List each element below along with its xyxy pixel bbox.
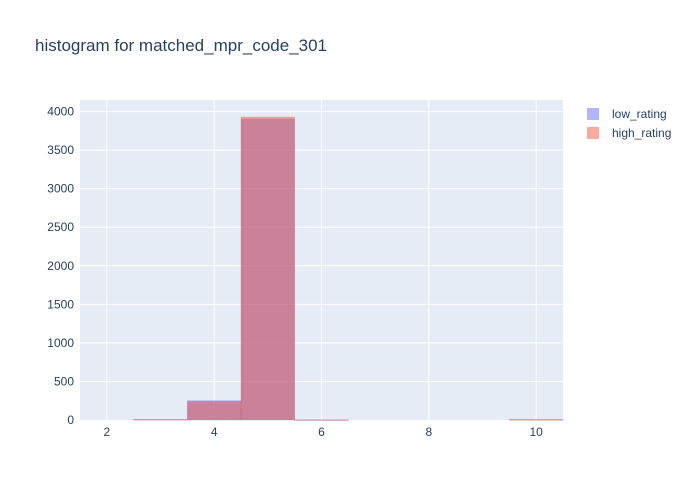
y-tick-label: 2000 (47, 259, 74, 273)
x-tick-label: 8 (425, 425, 432, 439)
y-tick-label: 1500 (47, 297, 74, 311)
y-tick-label: 3000 (47, 182, 74, 196)
y-tick-label: 1000 (47, 336, 74, 350)
x-tick-label: 4 (211, 425, 218, 439)
x-axis-ticks: 2 4 6 8 10 (103, 425, 543, 439)
legend-label-low_rating[interactable]: low_rating (612, 107, 667, 121)
bar-high_rating[interactable] (294, 419, 349, 421)
gridlines (80, 100, 563, 420)
y-tick-label: 2500 (47, 220, 74, 234)
y-tick-label: 3500 (47, 143, 74, 157)
chart-title: histogram for matched_mpr_code_301 (35, 36, 327, 55)
legend-swatch-low_rating[interactable] (587, 108, 599, 120)
y-tick-label: 0 (67, 413, 74, 427)
x-tick-label: 2 (103, 425, 110, 439)
legend-label-high_rating[interactable]: high_rating (612, 126, 671, 140)
y-tick-label: 500 (54, 374, 74, 388)
legend-swatch-high_rating[interactable] (587, 127, 599, 139)
bar-high_rating[interactable] (133, 419, 188, 421)
bars (133, 116, 564, 421)
y-axis-ticks: 0 500 1000 1500 2000 2500 3000 3500 4000 (47, 105, 74, 427)
legend: low_rating high_rating (587, 107, 671, 140)
bar-high_rating[interactable] (240, 116, 295, 421)
x-tick-label: 10 (529, 425, 543, 439)
bar-high_rating[interactable] (509, 419, 564, 421)
bar-high_rating[interactable] (187, 401, 242, 421)
x-tick-label: 6 (318, 425, 325, 439)
y-tick-label: 4000 (47, 105, 74, 119)
